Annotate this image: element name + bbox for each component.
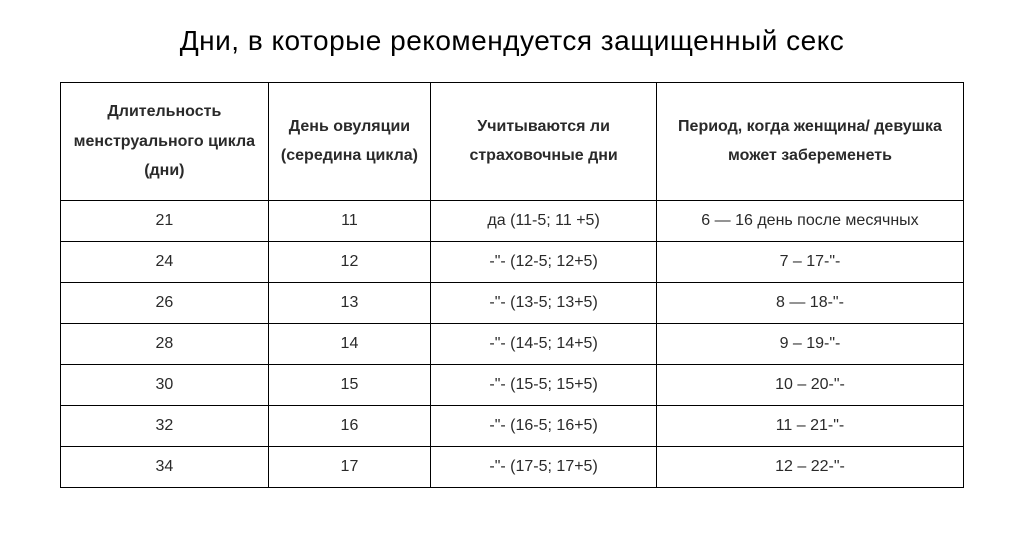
cell-ovulation-day: 12 — [268, 241, 431, 282]
cell-cycle-length: 26 — [61, 282, 269, 323]
cell-pregnancy-period: 6 — 16 день после месячных — [656, 200, 963, 241]
cell-safety-days: -"- (13-5; 13+5) — [431, 282, 657, 323]
table-row: 32 16 -"- (16-5; 16+5) 11 – 21-"- — [61, 405, 964, 446]
cell-pregnancy-period: 8 — 18-"- — [656, 282, 963, 323]
cell-cycle-length: 30 — [61, 364, 269, 405]
cell-pregnancy-period: 12 – 22-"- — [656, 446, 963, 487]
cell-ovulation-day: 13 — [268, 282, 431, 323]
cell-safety-days: -"- (15-5; 15+5) — [431, 364, 657, 405]
cell-safety-days: -"- (12-5; 12+5) — [431, 241, 657, 282]
col-header-cycle-length: Длительность менструального цикла (дни) — [61, 83, 269, 201]
table-row: 30 15 -"- (15-5; 15+5) 10 – 20-"- — [61, 364, 964, 405]
cell-cycle-length: 21 — [61, 200, 269, 241]
cell-cycle-length: 34 — [61, 446, 269, 487]
cell-ovulation-day: 16 — [268, 405, 431, 446]
table-row: 34 17 -"- (17-5; 17+5) 12 – 22-"- — [61, 446, 964, 487]
cell-safety-days: да (11-5; 11 +5) — [431, 200, 657, 241]
cell-pregnancy-period: 7 – 17-"- — [656, 241, 963, 282]
cell-cycle-length: 28 — [61, 323, 269, 364]
col-header-pregnancy-period: Период, когда женщина/ девушка может заб… — [656, 83, 963, 201]
table-header-row: Длительность менструального цикла (дни) … — [61, 83, 964, 201]
data-table: Длительность менструального цикла (дни) … — [60, 82, 964, 488]
cell-safety-days: -"- (14-5; 14+5) — [431, 323, 657, 364]
col-header-ovulation-day: День овуляции (середина цикла) — [268, 83, 431, 201]
table-row: 28 14 -"- (14-5; 14+5) 9 – 19-"- — [61, 323, 964, 364]
cell-pregnancy-period: 9 – 19-"- — [656, 323, 963, 364]
cell-safety-days: -"- (17-5; 17+5) — [431, 446, 657, 487]
cell-cycle-length: 24 — [61, 241, 269, 282]
page-title: Дни, в которые рекомендуется защищенный … — [60, 25, 964, 57]
cell-pregnancy-period: 10 – 20-"- — [656, 364, 963, 405]
cell-ovulation-day: 14 — [268, 323, 431, 364]
cell-ovulation-day: 15 — [268, 364, 431, 405]
cell-cycle-length: 32 — [61, 405, 269, 446]
cell-ovulation-day: 11 — [268, 200, 431, 241]
cell-ovulation-day: 17 — [268, 446, 431, 487]
table-row: 24 12 -"- (12-5; 12+5) 7 – 17-"- — [61, 241, 964, 282]
table-row: 26 13 -"- (13-5; 13+5) 8 — 18-"- — [61, 282, 964, 323]
col-header-safety-days: Учитываются ли страховочные дни — [431, 83, 657, 201]
cell-safety-days: -"- (16-5; 16+5) — [431, 405, 657, 446]
cell-pregnancy-period: 11 – 21-"- — [656, 405, 963, 446]
table-row: 21 11 да (11-5; 11 +5) 6 — 16 день после… — [61, 200, 964, 241]
